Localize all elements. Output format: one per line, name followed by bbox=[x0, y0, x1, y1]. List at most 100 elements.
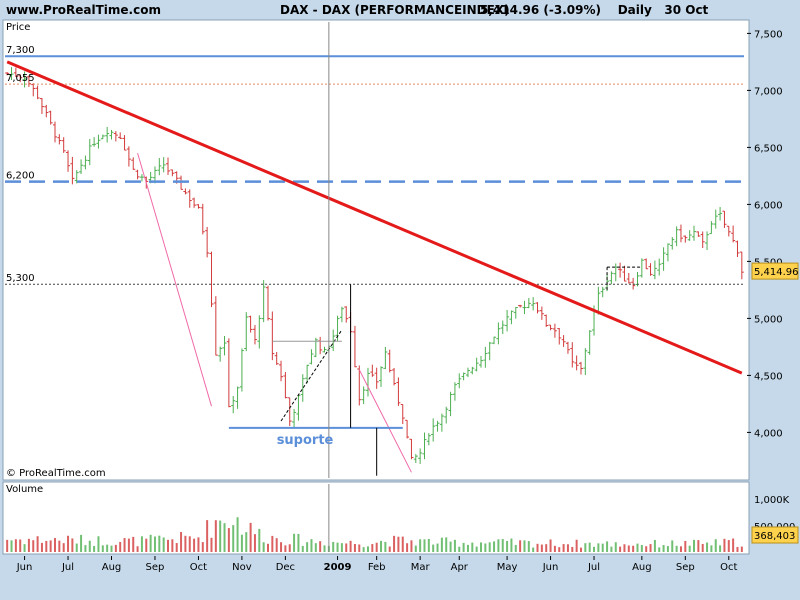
volume-bar-19 bbox=[88, 540, 91, 552]
y-tick-label-2: 5,000 bbox=[754, 314, 783, 325]
level-label-2: 6,200 bbox=[6, 171, 35, 182]
volume-bar-86 bbox=[380, 540, 383, 552]
y-tick-label-6: 7,000 bbox=[754, 86, 783, 97]
volume-bar-52 bbox=[232, 525, 235, 552]
volume-bar-137 bbox=[601, 543, 604, 552]
volume-bar-164 bbox=[719, 545, 722, 552]
volume-bar-28 bbox=[127, 538, 130, 552]
volume-bar-146 bbox=[640, 544, 643, 552]
volume-bar-128 bbox=[562, 544, 565, 552]
volume-bar-4 bbox=[23, 544, 26, 552]
volume-bar-70 bbox=[310, 539, 313, 552]
volume-panel bbox=[2, 481, 750, 555]
volume-bar-142 bbox=[623, 544, 626, 552]
x-tick-label-0: Jun bbox=[16, 562, 33, 573]
volume-bar-108 bbox=[475, 546, 478, 552]
quote-info: 5,414.96 (-3.09%) Daily 30 Oct bbox=[480, 3, 708, 17]
volume-bar-12 bbox=[58, 540, 61, 552]
volume-bar-92 bbox=[406, 543, 409, 552]
volume-bar-18 bbox=[84, 545, 87, 552]
volume-bar-140 bbox=[614, 542, 617, 552]
x-tick-label-3: Sep bbox=[146, 562, 165, 573]
volume-bar-56 bbox=[249, 522, 252, 552]
site-name[interactable]: www.ProRealTime.com bbox=[6, 3, 161, 17]
volume-bar-114 bbox=[501, 539, 504, 552]
volume-bar-143 bbox=[627, 545, 630, 552]
rising-support-line bbox=[280, 329, 343, 422]
volume-bar-105 bbox=[462, 542, 465, 552]
volume-bar-24 bbox=[110, 545, 113, 552]
volume-bar-35 bbox=[158, 535, 161, 552]
volume-bar-147 bbox=[645, 546, 648, 552]
volume-bar-34 bbox=[153, 536, 156, 552]
volume-bar-102 bbox=[449, 541, 452, 552]
x-tick-label-6: Dec bbox=[276, 562, 295, 573]
volume-bar-65 bbox=[288, 544, 291, 552]
volume-bar-100 bbox=[440, 537, 443, 552]
volume-bar-25 bbox=[114, 544, 117, 552]
level-label-1: 7,055 bbox=[6, 73, 35, 84]
volume-bar-149 bbox=[653, 539, 656, 552]
volume-bar-1 bbox=[10, 540, 13, 552]
volume-bar-80 bbox=[353, 544, 356, 552]
volume-bar-81 bbox=[358, 544, 361, 552]
volume-tick-label-0: 1,000K bbox=[754, 495, 790, 506]
volume-bar-23 bbox=[106, 544, 109, 552]
drawn-trendlines: suporte bbox=[6, 22, 743, 552]
volume-bar-53 bbox=[236, 517, 239, 552]
volume-bar-163 bbox=[714, 539, 717, 552]
level-label-3: 5,300 bbox=[6, 273, 35, 284]
volume-bar-132 bbox=[579, 547, 582, 552]
volume-bar-124 bbox=[545, 544, 548, 552]
volume-bar-11 bbox=[53, 538, 56, 552]
volume-bar-8 bbox=[40, 542, 43, 552]
price-candles bbox=[5, 67, 744, 464]
volume-bar-39 bbox=[175, 543, 178, 552]
volume-bar-152 bbox=[666, 546, 669, 552]
x-tick-label-1: Jul bbox=[61, 562, 74, 573]
volume-bar-14 bbox=[67, 535, 70, 552]
volume-bar-121 bbox=[532, 547, 535, 552]
symbol-title: DAX - DAX (PERFORMANCEINDEX) bbox=[280, 3, 510, 17]
volume-bar-155 bbox=[679, 546, 682, 552]
x-tick-label-12: Jun bbox=[542, 562, 559, 573]
volume-bar-167 bbox=[732, 538, 735, 552]
volume-bar-113 bbox=[497, 539, 500, 552]
x-tick-label-16: Oct bbox=[720, 562, 737, 573]
price-panel bbox=[2, 19, 750, 481]
volume-bar-54 bbox=[240, 534, 243, 552]
volume-bar-161 bbox=[706, 542, 709, 552]
volume-bar-75 bbox=[332, 541, 335, 552]
volume-bar-159 bbox=[697, 540, 700, 552]
volume-bar-93 bbox=[410, 540, 413, 552]
volume-bar-83 bbox=[366, 546, 369, 552]
volume-bar-36 bbox=[162, 537, 165, 552]
volume-bar-151 bbox=[662, 545, 665, 552]
volume-bar-60 bbox=[266, 543, 269, 552]
volume-bar-33 bbox=[149, 534, 152, 552]
last-volume-label: 368,403 bbox=[754, 531, 795, 542]
volume-bar-27 bbox=[123, 538, 126, 552]
volume-bar-158 bbox=[693, 539, 696, 552]
volume-bar-40 bbox=[180, 531, 183, 552]
volume-bar-38 bbox=[171, 539, 174, 552]
volume-bar-17 bbox=[80, 534, 83, 552]
volume-bar-0 bbox=[6, 539, 9, 552]
y-tick-label-5: 6,500 bbox=[754, 143, 783, 154]
x-tick-label-9: Mar bbox=[411, 562, 431, 573]
volume-bar-101 bbox=[445, 537, 448, 552]
volume-bar-138 bbox=[606, 541, 609, 552]
volume-bar-153 bbox=[671, 540, 674, 552]
volume-bar-61 bbox=[271, 535, 274, 552]
x-tick-label-8: Feb bbox=[368, 562, 386, 573]
volume-bar-103 bbox=[453, 539, 456, 552]
volume-bar-156 bbox=[684, 540, 687, 552]
volume-bar-58 bbox=[258, 528, 261, 552]
volume-bar-41 bbox=[184, 535, 187, 552]
axes: 4,0004,5005,0005,5006,0006,5007,0007,500… bbox=[16, 29, 799, 573]
volume-bar-135 bbox=[593, 546, 596, 552]
x-tick-label-11: May bbox=[497, 562, 518, 573]
volume-bar-82 bbox=[362, 547, 365, 552]
x-tick-label-2: Aug bbox=[102, 562, 122, 573]
